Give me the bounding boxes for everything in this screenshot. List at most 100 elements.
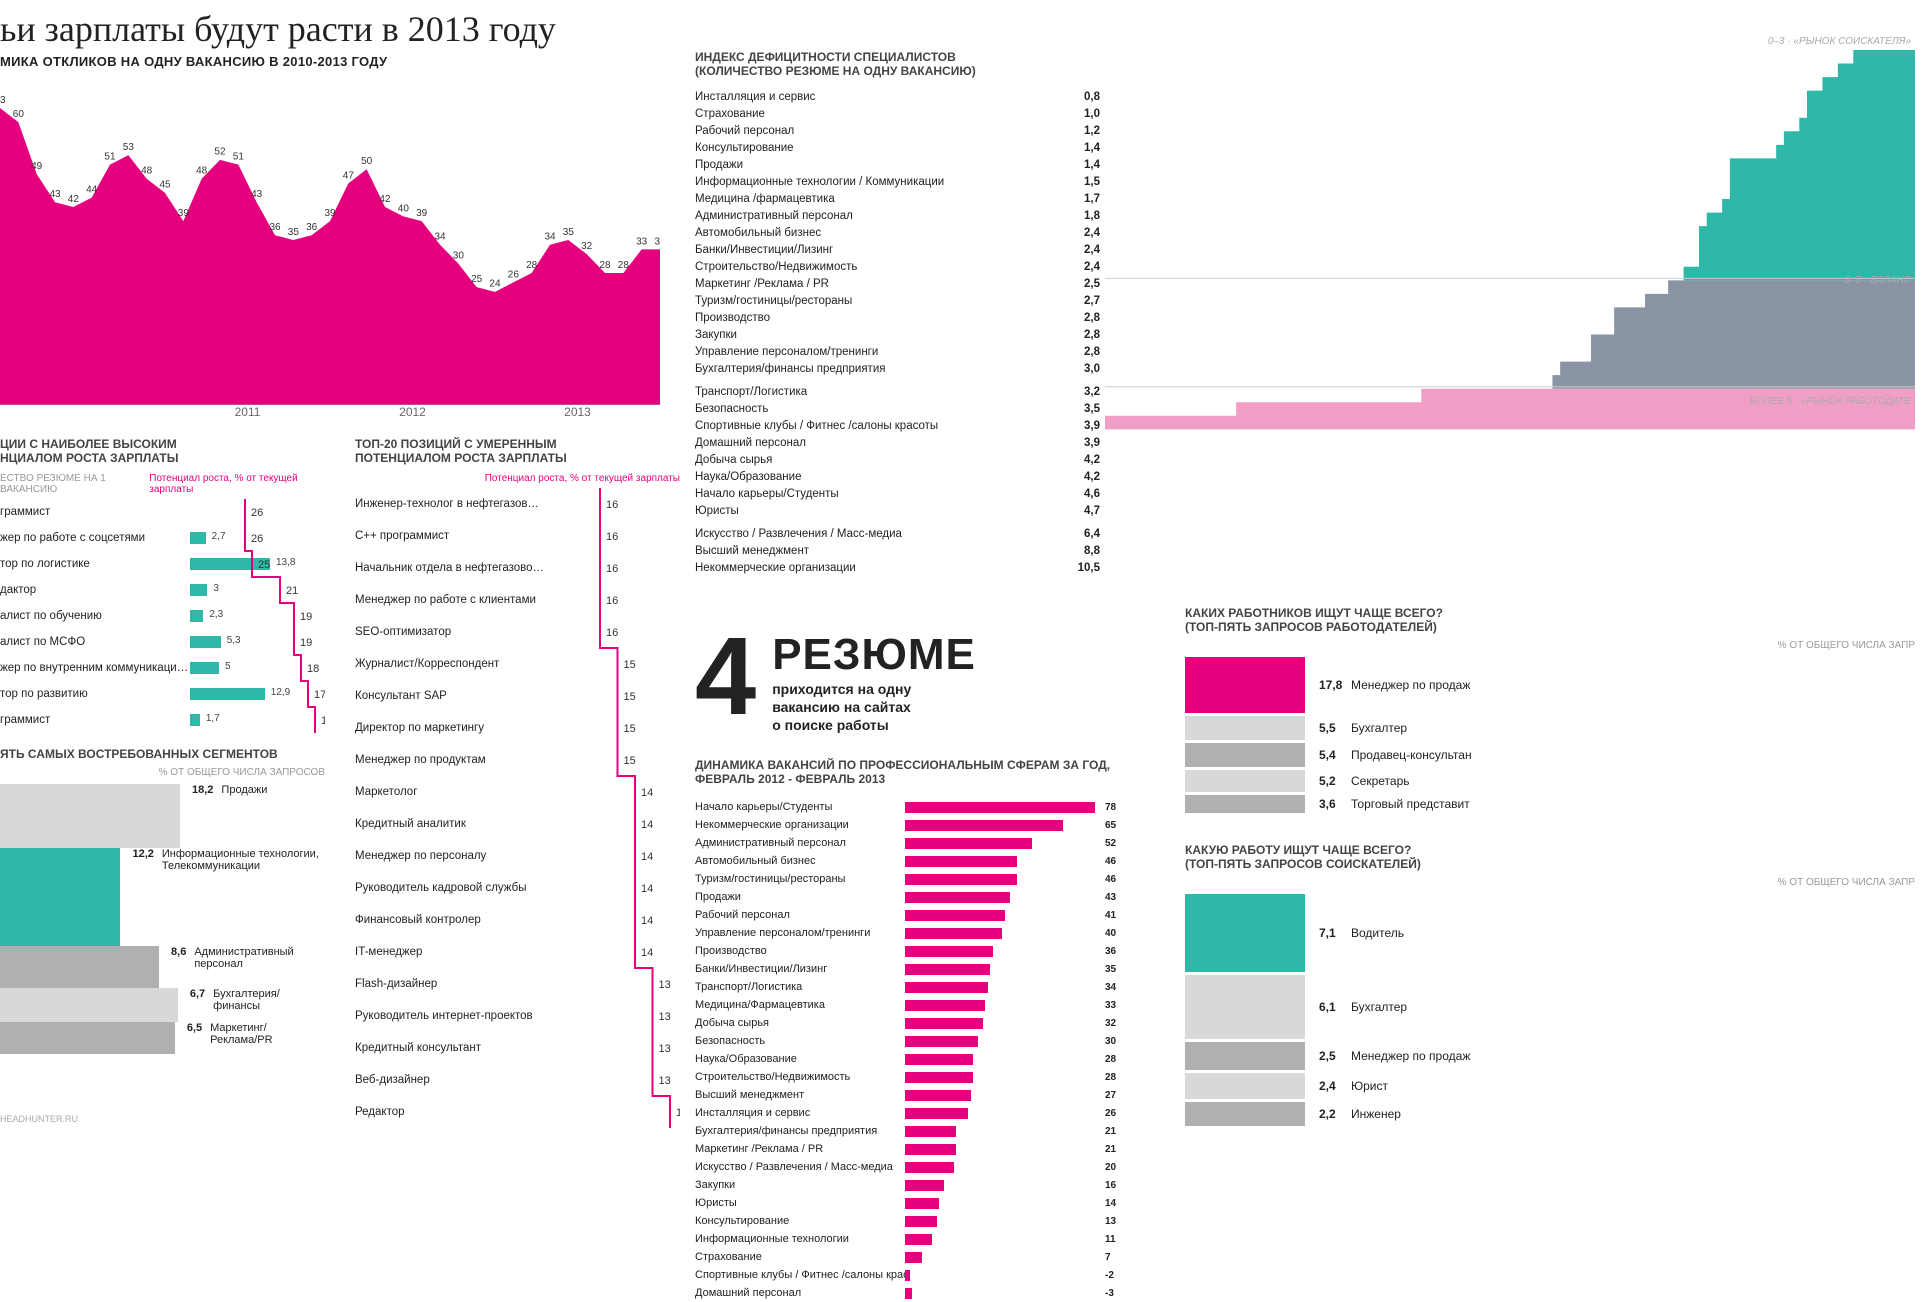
svg-text:36: 36 — [306, 222, 317, 233]
svg-text:48: 48 — [196, 165, 207, 176]
top20-row-label: Начальник отдела в нефтегазовом секторе — [355, 562, 545, 574]
deficit-row: Наука/Образование4,2 — [695, 468, 1100, 485]
vacdyn-row: Туризм/гостиницы/рестораны 46 — [695, 870, 1160, 888]
svg-text:28: 28 — [526, 260, 537, 271]
segment-row: 6,5Маркетинг/Реклама/PR — [0, 1022, 325, 1054]
svg-text:52: 52 — [214, 147, 225, 158]
segment-row: 6,7Бухгалтерия/финансы — [0, 988, 325, 1022]
deficit-row: Юристы4,7 — [695, 502, 1100, 519]
svg-text:50: 50 — [361, 156, 372, 167]
top20-row-label: алист по обучению — [0, 610, 190, 622]
deficit-row: Консультирование1,4 — [695, 139, 1100, 156]
top20-row-label: Менеджер по персоналу — [355, 850, 545, 862]
vacdyn-row: Производство 36 — [695, 942, 1160, 960]
top20-row-label: Веб-дизайнер — [355, 1074, 545, 1086]
top20-row-label: IT-менеджер — [355, 946, 545, 958]
top20-high-title: ЦИИ С НАИБОЛЕЕ ВЫСОКИМ НЦИАЛОМ РОСТА ЗАР… — [0, 437, 325, 465]
top20-mod-title: ТОП-20 ПОЗИЦИЙ С УМЕРЕННЫМ ПОТЕНЦИАЛОМ Р… — [355, 437, 680, 465]
svg-text:35: 35 — [288, 227, 299, 238]
segment-row: 18,2Продажи — [0, 784, 325, 848]
svg-text:32: 32 — [581, 241, 592, 252]
big4-number: 4 — [695, 630, 756, 724]
deficit-row: Страхование1,0 — [695, 105, 1100, 122]
top20-row-label: дактор — [0, 584, 190, 596]
top20-row: Финансовый контролер — [355, 904, 680, 936]
deficit-row: Административный персонал1,8 — [695, 207, 1100, 224]
top20-row-label: SEO-оптимизатор — [355, 626, 545, 638]
top20-row-label: тор по развитию — [0, 688, 190, 700]
top20-row: IT-менеджер — [355, 936, 680, 968]
big4-block: 4 РЕЗЮМЕ приходится на одну вакансию на … — [695, 630, 1155, 750]
deficit-row: Безопасность3,5 — [695, 400, 1100, 417]
stack-row: 5,4Продавец-консультан — [1185, 743, 1915, 767]
deficit-row: Бухгалтерия/финансы предприятия3,0 — [695, 360, 1100, 377]
zone3-label: БОЛЕЕ 5 · «РЫНОК РАБОТОДАТЕ — [1750, 396, 1911, 407]
svg-text:30: 30 — [453, 250, 464, 261]
deficit-row: Некоммерческие организации10,5 — [695, 559, 1100, 576]
deficit-row: Инсталляция и сервис0,8 — [695, 88, 1100, 105]
svg-text:45: 45 — [159, 180, 170, 191]
top20-high-head1: ЕСТВО РЕЗЮМЕ НА 1 ВАКАНСИЮ — [0, 473, 149, 495]
top20-row: Менеджер по персоналу — [355, 840, 680, 872]
top20-row: дактор3 — [0, 577, 325, 603]
vacdyn-row: Спортивные клубы / Фитнес /салоны красот… — [695, 1266, 1160, 1284]
top20-row: Редактор — [355, 1096, 680, 1128]
top20-row-label: Руководитель интернет-проектов — [355, 1010, 545, 1022]
area-chart-title: МИКА ОТКЛИКОВ НА ОДНУ ВАКАНСИЮ В 2010-20… — [0, 54, 680, 69]
svg-text:63: 63 — [0, 95, 6, 106]
top20-row: Кредитный консультант — [355, 1032, 680, 1064]
top20-row-label: Директор по маркетингу — [355, 722, 545, 734]
vacdyn-row: Информационные технологии 11 — [695, 1230, 1160, 1248]
deficit-chart: 0–3 · «РЫНОК СОИСКАТЕЛЯ» 3–5 · БАЛАНС БО… — [1105, 50, 1915, 470]
svg-text:25: 25 — [471, 274, 482, 285]
top20-row: Менеджер по работе с клиентами — [355, 584, 680, 616]
segment-row: 8,6Административный персонал — [0, 946, 325, 988]
svg-text:43: 43 — [251, 189, 262, 200]
top20-row-label: Менеджер по работе с клиентами — [355, 594, 545, 606]
vacdyn-row: Безопасность 30 — [695, 1032, 1160, 1050]
svg-text:47: 47 — [343, 170, 354, 181]
vacdyn-row: Медицина/Фармацевтика 33 — [695, 996, 1160, 1014]
svg-text:26: 26 — [508, 269, 519, 280]
top20-row-label: Кредитный аналитик — [355, 818, 545, 830]
deficit-row: Искусство / Развлечения / Масс-медиа6,4 — [695, 525, 1100, 542]
deficit-row: Транспорт/Логистика3,2 — [695, 383, 1100, 400]
deficit-row: Рабочий персонал1,2 — [695, 122, 1100, 139]
top20-row-label: жер по внутренним коммуникациям — [0, 662, 190, 674]
top20-row-label: граммист — [0, 714, 190, 726]
deficit-row: Автомобильный бизнес2,4 — [695, 224, 1100, 241]
svg-text:24: 24 — [489, 279, 500, 290]
top20-row: Flash-дизайнер — [355, 968, 680, 1000]
top20-row-label: жер по работе с соцсетями — [0, 532, 190, 544]
top20-row-label: Менеджер по продуктам — [355, 754, 545, 766]
jobseekers-subtitle: (ТОП-ПЯТЬ ЗАПРОСОВ СОИСКАТЕЛЕЙ) — [1185, 857, 1915, 871]
deficit-row: Добыча сырья4,2 — [695, 451, 1100, 468]
svg-text:39: 39 — [416, 208, 427, 219]
deficit-row: Медицина /фармацевтика1,7 — [695, 190, 1100, 207]
svg-text:51: 51 — [104, 151, 115, 162]
svg-text:42: 42 — [379, 194, 390, 205]
svg-text:44: 44 — [86, 184, 97, 195]
zone1-label: 0–3 · «РЫНОК СОИСКАТЕЛЯ» — [1768, 36, 1911, 47]
top20-row: алист по обучению2,3 — [0, 603, 325, 629]
stack-row: 2,4Юрист — [1185, 1073, 1915, 1099]
top20-row-label: Кредитный консультант — [355, 1042, 545, 1054]
svg-text:53: 53 — [123, 142, 134, 153]
top20-row: жер по работе с соцсетями2,7 — [0, 525, 325, 551]
top20-row-label: Инженер-технолог в нефтегазовом секторе — [355, 498, 545, 510]
deficit-row: Начало карьеры/Студенты4,6 — [695, 485, 1100, 502]
vacdyn-row: Добыча сырья 32 — [695, 1014, 1160, 1032]
top20-row-label: Flash-дизайнер — [355, 978, 545, 990]
stack-row: 6,1Бухгалтер — [1185, 975, 1915, 1039]
vacdyn-row: Некоммерческие организации 65 — [695, 816, 1160, 834]
vacdyn-row: Продажи 43 — [695, 888, 1160, 906]
deficit-row: Высший менеджмент8,8 — [695, 542, 1100, 559]
svg-text:34: 34 — [544, 231, 555, 242]
vacdyn-row: Рабочий персонал 41 — [695, 906, 1160, 924]
deficit-row: Спортивные клубы / Фитнес /салоны красот… — [695, 417, 1100, 434]
stacked-right: КАКИХ РАБОТНИКОВ ИЩУТ ЧАЩЕ ВСЕГО? (ТОП-П… — [1185, 606, 1915, 1302]
top20-row: C++ программист — [355, 520, 680, 552]
vacdyn-row: Домашний персонал -3 — [695, 1284, 1160, 1302]
top20-row-label: граммист — [0, 506, 190, 518]
top20-row-label: Руководитель кадровой службы — [355, 882, 545, 894]
